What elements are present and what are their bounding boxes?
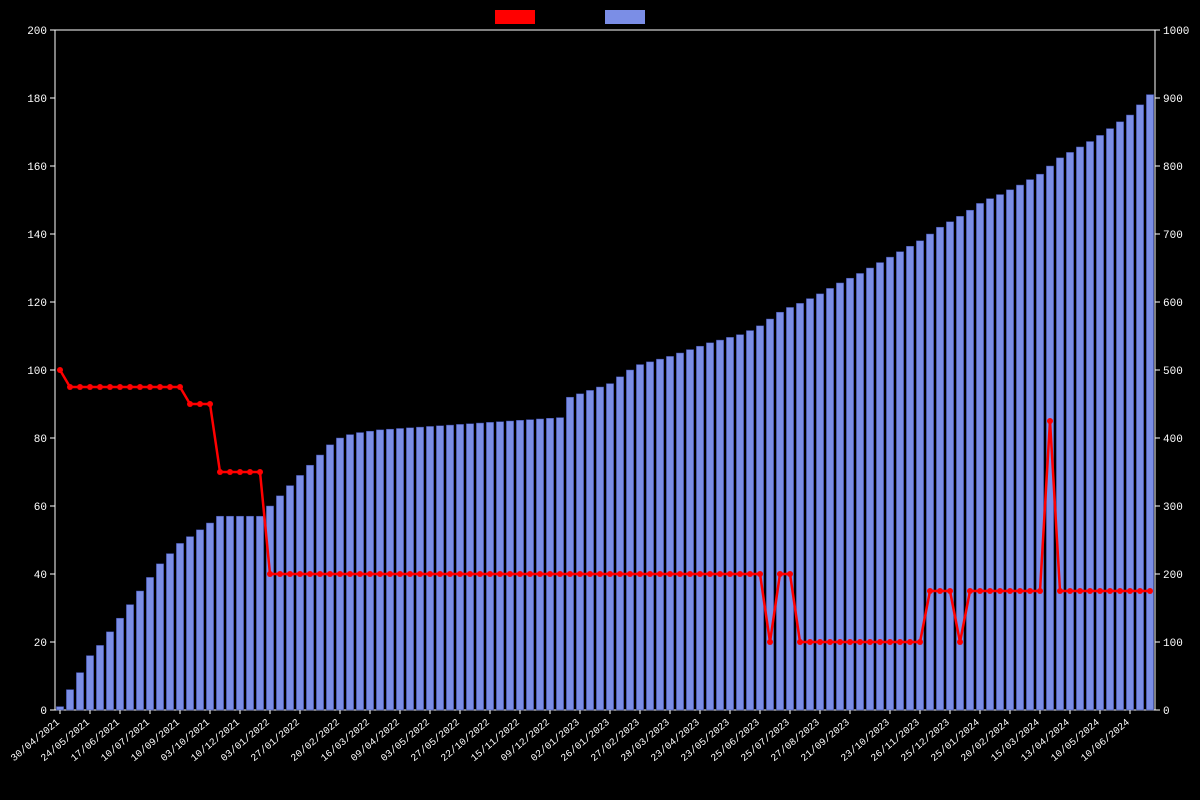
svg-text:160: 160 xyxy=(27,162,47,174)
combo-chart: 0 20 40 60 80 100 120 140 160 180 200 0 100 200 300 400… xyxy=(0,0,1200,800)
svg-text:800: 800 xyxy=(1163,162,1183,174)
svg-text:500: 500 xyxy=(1163,366,1183,378)
svg-text:300: 300 xyxy=(1163,502,1183,514)
svg-text:140: 140 xyxy=(27,230,47,242)
svg-text:100: 100 xyxy=(27,366,47,378)
svg-text:60: 60 xyxy=(34,502,47,514)
svg-text:0: 0 xyxy=(40,706,47,718)
svg-text:400: 400 xyxy=(1163,434,1183,446)
svg-text:600: 600 xyxy=(1163,298,1183,310)
svg-text:0: 0 xyxy=(1163,706,1170,718)
svg-text:700: 700 xyxy=(1163,230,1183,242)
svg-text:80: 80 xyxy=(34,434,47,446)
svg-text:40: 40 xyxy=(34,570,47,582)
svg-text:180: 180 xyxy=(27,94,47,106)
svg-text:120: 120 xyxy=(27,298,47,310)
svg-text:20: 20 xyxy=(34,638,47,650)
svg-text:200: 200 xyxy=(1163,570,1183,582)
svg-text:200: 200 xyxy=(27,26,47,38)
svg-text:1000: 1000 xyxy=(1163,26,1189,38)
chart-svg: 0 20 40 60 80 100 120 140 160 180 200 0 100 200 300 400… xyxy=(0,0,1200,800)
svg-text:100: 100 xyxy=(1163,638,1183,650)
svg-text:900: 900 xyxy=(1163,94,1183,106)
